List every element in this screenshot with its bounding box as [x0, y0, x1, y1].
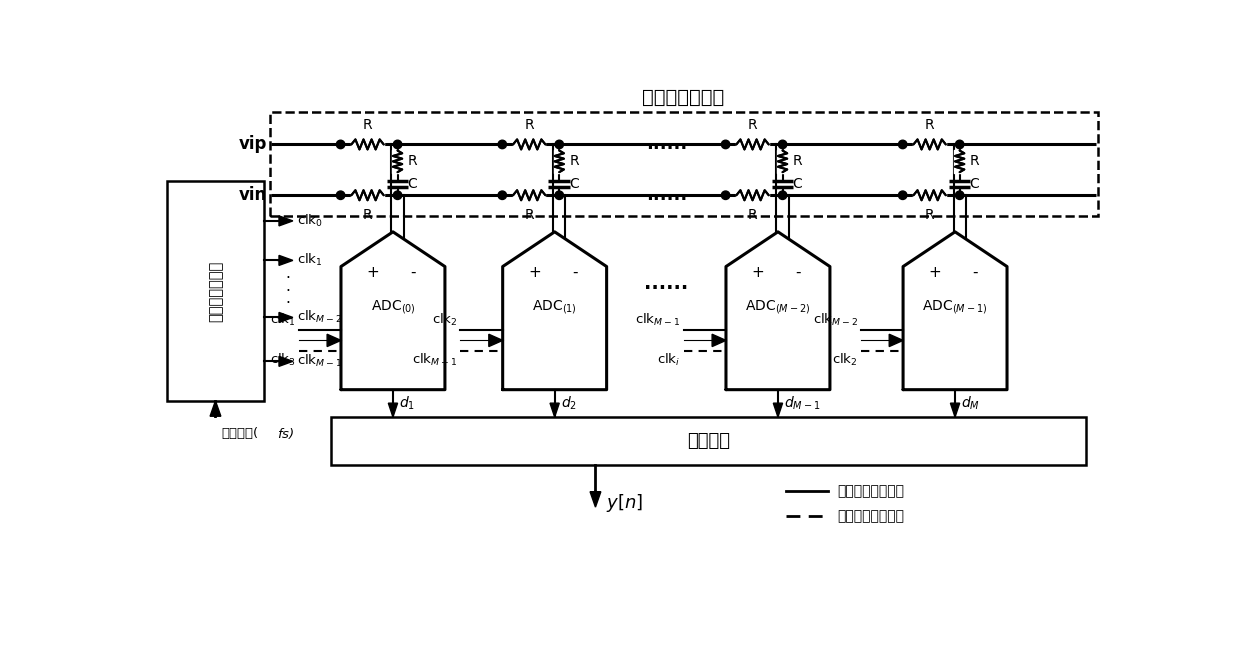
Text: ADC$_{(1)}$: ADC$_{(1)}$	[532, 298, 577, 316]
Text: ......: ......	[646, 136, 687, 154]
Text: 优化后的时钟顺序: 优化后的时钟顺序	[837, 509, 904, 523]
Text: $y[n]$: $y[n]$	[606, 493, 644, 514]
Bar	[270, 112, 1097, 216]
Text: clk$_1$: clk$_1$	[298, 252, 324, 268]
Text: clk$_{M-1}$: clk$_{M-1}$	[635, 313, 681, 329]
Circle shape	[336, 191, 345, 199]
Circle shape	[779, 191, 787, 199]
Polygon shape	[903, 231, 1007, 390]
Text: C: C	[569, 176, 579, 191]
Text: clk$_{M-1}$: clk$_{M-1}$	[298, 354, 342, 370]
FancyArrow shape	[774, 403, 782, 417]
Text: -: -	[795, 265, 801, 280]
Circle shape	[393, 140, 402, 149]
Circle shape	[956, 191, 963, 199]
FancyArrow shape	[388, 403, 398, 417]
Text: R: R	[569, 154, 579, 168]
FancyArrow shape	[889, 334, 903, 346]
Polygon shape	[502, 231, 606, 390]
FancyArrow shape	[278, 256, 293, 266]
Text: +: +	[528, 265, 541, 280]
Polygon shape	[341, 231, 445, 390]
Circle shape	[498, 140, 506, 149]
Text: R: R	[363, 118, 372, 132]
Text: 信号传输线模型: 信号传输线模型	[642, 88, 724, 107]
Text: R: R	[363, 207, 372, 221]
Text: ADC$_{(M-2)}$: ADC$_{(M-2)}$	[745, 298, 811, 316]
Text: $d_1$: $d_1$	[399, 395, 415, 412]
Circle shape	[393, 191, 402, 199]
Text: +: +	[751, 265, 764, 280]
Circle shape	[956, 140, 963, 149]
FancyArrow shape	[590, 490, 601, 507]
FancyArrow shape	[712, 334, 725, 346]
Text: C: C	[792, 176, 802, 191]
Text: R: R	[408, 154, 417, 168]
Text: R: R	[792, 154, 802, 168]
Text: vin: vin	[238, 187, 267, 204]
Circle shape	[779, 140, 787, 149]
Text: clk$_1$: clk$_1$	[270, 313, 295, 329]
Text: clk$_2$: clk$_2$	[432, 313, 458, 329]
Circle shape	[556, 140, 563, 149]
FancyArrow shape	[278, 216, 293, 226]
Circle shape	[899, 191, 906, 199]
Text: clk$_3$: clk$_3$	[269, 352, 295, 368]
Text: R: R	[748, 207, 758, 221]
Text: R: R	[525, 118, 534, 132]
Text: 优化前的时钟顺序: 优化前的时钟顺序	[837, 484, 904, 498]
Text: 多相时钟发生器: 多相时钟发生器	[208, 260, 223, 321]
FancyArrow shape	[278, 313, 293, 323]
Text: clk$_{M-1}$: clk$_{M-1}$	[412, 352, 458, 368]
Text: C: C	[970, 176, 980, 191]
Circle shape	[498, 191, 506, 199]
Text: $d_{M-1}$: $d_{M-1}$	[784, 395, 821, 412]
Text: clk$_2$: clk$_2$	[832, 352, 858, 368]
Text: 主频时钟(: 主频时钟(	[222, 427, 259, 440]
Text: C: C	[408, 176, 418, 191]
Text: clk$_{M-2}$: clk$_{M-2}$	[298, 309, 342, 325]
Text: $fs$): $fs$)	[277, 425, 294, 441]
FancyArrow shape	[278, 356, 293, 366]
Circle shape	[722, 191, 730, 199]
Text: -: -	[972, 265, 978, 280]
Text: +: +	[929, 265, 941, 280]
Circle shape	[722, 140, 730, 149]
FancyArrow shape	[489, 334, 502, 346]
Polygon shape	[725, 231, 830, 390]
Text: clk$_0$: clk$_0$	[298, 213, 324, 229]
FancyArrow shape	[327, 334, 341, 346]
Text: ......: ......	[646, 187, 687, 204]
Text: clk$_i$: clk$_i$	[657, 352, 681, 368]
Text: R: R	[925, 207, 935, 221]
FancyArrow shape	[950, 403, 960, 417]
Text: clk$_{M-2}$: clk$_{M-2}$	[812, 313, 858, 329]
Text: ADC$_{(M-1)}$: ADC$_{(M-1)}$	[923, 298, 987, 316]
Circle shape	[336, 140, 345, 149]
Text: R: R	[525, 207, 534, 221]
Text: R: R	[925, 118, 935, 132]
Text: ·
·
·: · · ·	[285, 271, 290, 311]
Text: -: -	[410, 265, 415, 280]
Text: ......: ......	[644, 274, 688, 293]
Text: ADC$_{(0)}$: ADC$_{(0)}$	[371, 298, 415, 316]
Circle shape	[556, 191, 563, 199]
Text: R: R	[748, 118, 758, 132]
Text: +: +	[367, 265, 379, 280]
Text: -: -	[572, 265, 578, 280]
Text: $d_2$: $d_2$	[560, 395, 577, 412]
Text: $d_M$: $d_M$	[961, 395, 980, 412]
Bar	[167, 181, 264, 401]
FancyArrow shape	[551, 403, 559, 417]
Circle shape	[899, 140, 906, 149]
FancyArrow shape	[210, 401, 221, 418]
Bar	[331, 417, 1086, 465]
Text: R: R	[970, 154, 980, 168]
Text: 数据输出: 数据输出	[687, 432, 730, 450]
Text: vip: vip	[238, 136, 267, 154]
